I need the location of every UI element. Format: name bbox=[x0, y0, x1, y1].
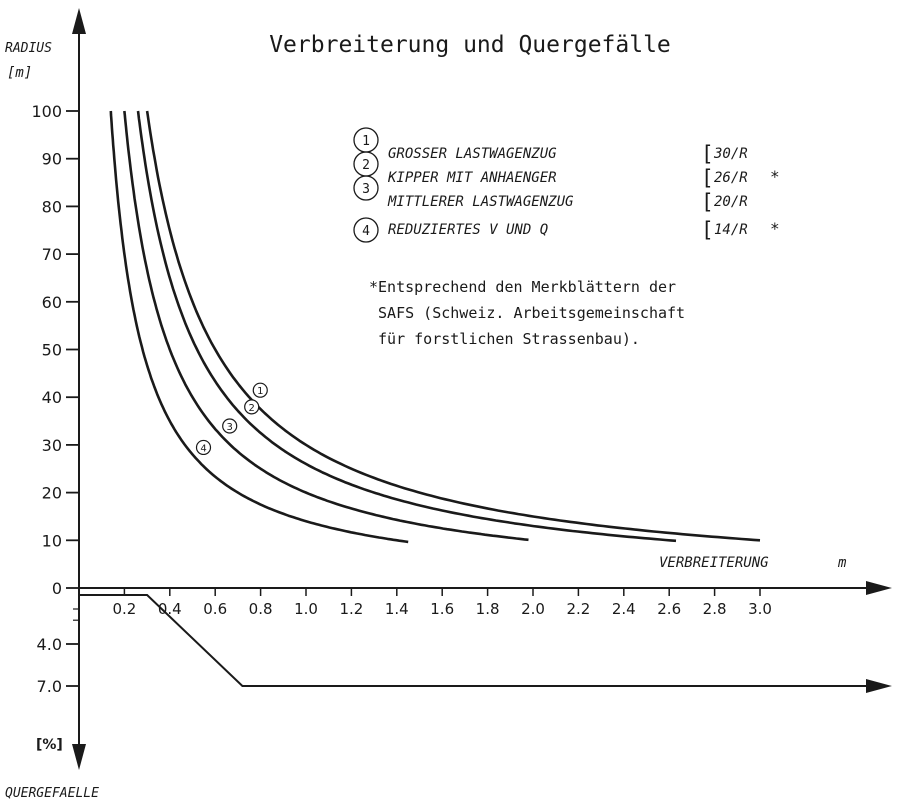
legend-marker-4 bbox=[353, 217, 379, 243]
x-axis-label: VERBREITERUNG bbox=[659, 555, 769, 571]
legend-name-4: REDUZIERTES V UND Q bbox=[388, 222, 548, 238]
curve-marker-label-3: 3 bbox=[227, 422, 233, 433]
legend-entry-3: 3 MITTLERER LASTWAGENZUG [ 20/R bbox=[353, 175, 748, 214]
x-tick-label: 2.0 bbox=[521, 600, 545, 618]
quergefaelle-line bbox=[79, 594, 868, 687]
legend-bracket-1: [ bbox=[701, 142, 714, 166]
legend-entry-1: 1 GROSSER LASTWAGENZUG [ 30/R bbox=[353, 127, 748, 166]
legend-name-2: KIPPER MIT ANHAENGER bbox=[387, 170, 557, 186]
legend-formula-3: 20/R bbox=[714, 194, 748, 210]
x-tick-label: 2.4 bbox=[612, 600, 636, 618]
legend-entry-2: 2 KIPPER MIT ANHAENGER [ 26/R * bbox=[353, 151, 780, 190]
y-tick-label: 50 bbox=[42, 341, 62, 360]
x-tick-label: 0.6 bbox=[203, 600, 227, 618]
legend-marker-2-text: 2 bbox=[362, 158, 370, 173]
legend-formula-4: 14/R bbox=[714, 222, 748, 238]
y-axis-label: RADIUS bbox=[5, 41, 52, 56]
curve-marker-2 bbox=[244, 399, 260, 415]
y-tick-label: 30 bbox=[42, 436, 62, 455]
x-tick-label: 2.6 bbox=[657, 600, 681, 618]
legend-formula-2: 26/R bbox=[714, 170, 748, 186]
x-tick-label: 0.4 bbox=[158, 600, 182, 618]
legend-marker-4-text: 4 bbox=[362, 224, 370, 239]
legend-marker-3-text: 3 bbox=[362, 182, 370, 197]
footnote: *Entsprechend den Merkblättern der SAFS … bbox=[369, 278, 685, 348]
curve-marker-label-4: 4 bbox=[200, 443, 206, 454]
chart-title: Verbreiterung und Quergefälle bbox=[269, 32, 671, 58]
curve-marker-1 bbox=[252, 382, 268, 398]
legend-marker-1-text: 1 bbox=[362, 134, 370, 149]
x-tick-label: 2.8 bbox=[703, 600, 727, 618]
curve-1 bbox=[145, 110, 761, 542]
curve-markers: 12 3 4 bbox=[195, 382, 268, 456]
curve-3 bbox=[123, 110, 529, 542]
x-tick-label: 0.2 bbox=[112, 600, 136, 618]
x-tick-label: 1.0 bbox=[294, 600, 318, 618]
legend: 1 GROSSER LASTWAGENZUG [ 30/R 2 KIPPER M… bbox=[353, 127, 780, 243]
y-tick-label: 10 bbox=[42, 531, 62, 550]
y-tick-label: 100 bbox=[31, 102, 62, 121]
legend-bracket-3: [ bbox=[701, 190, 714, 214]
y-tick-label: 0 bbox=[52, 579, 62, 598]
y-axis-arrow-down bbox=[72, 744, 86, 770]
x-ticks: 0.2 0.4 0.6 0.8 1.0 1.2 1.4 1.6 1.8 2.0 2.2 2.4 2.6 2… bbox=[112, 588, 772, 618]
curves bbox=[109, 110, 761, 544]
x-axis-unit: m bbox=[837, 555, 847, 571]
legend-marker-3 bbox=[353, 175, 379, 201]
legend-bracket-4: [ bbox=[701, 218, 714, 242]
x-tick-label: 3.0 bbox=[748, 600, 772, 618]
legend-bracket-2: [ bbox=[701, 166, 714, 190]
legend-name-3: MITTLERER LASTWAGENZUG bbox=[387, 194, 574, 210]
quergefaelle-arrow bbox=[866, 679, 892, 693]
curve-marker-4 bbox=[195, 439, 212, 456]
x-tick-label: 1.4 bbox=[385, 600, 409, 618]
y-ticks: 0 10 20 30 40 50 60 70 80 90 100 bbox=[31, 102, 79, 598]
x-tick-label: 1.6 bbox=[430, 600, 454, 618]
lower-axis-unit: [%] bbox=[36, 737, 63, 753]
lower-ticks: 4.0 7.0 bbox=[37, 608, 79, 696]
x-tick-label: 1.8 bbox=[476, 600, 500, 618]
y-tick-label: 20 bbox=[42, 484, 62, 503]
lower-tick-label: 4.0 bbox=[37, 635, 62, 654]
legend-entry-4: 4 REDUZIERTES V UND Q [ 14/R * bbox=[353, 217, 780, 243]
quergefaelle bbox=[79, 594, 892, 693]
footnote-line-2: SAFS (Schweiz. Arbeitsgemeinschaft bbox=[369, 304, 685, 322]
x-axis-arrow bbox=[866, 581, 892, 595]
curve-marker-label-1: 1 bbox=[257, 386, 263, 397]
curve-marker-label-2: 2 bbox=[249, 403, 255, 414]
y-axis-arrow-up bbox=[72, 8, 86, 34]
curve-marker-3 bbox=[222, 418, 238, 434]
legend-formula-1: 30/R bbox=[713, 146, 748, 162]
footnote-line-1: *Entsprechend den Merkblättern der bbox=[369, 278, 676, 296]
curve-4 bbox=[109, 110, 409, 544]
y-tick-label: 70 bbox=[42, 245, 62, 264]
footnote-line-3: für forstlichen Strassenbau). bbox=[369, 330, 640, 348]
lower-axis-label: QUERGEFAELLE bbox=[5, 786, 99, 801]
legend-note-4: * bbox=[770, 219, 780, 238]
x-tick-label: 2.2 bbox=[566, 600, 590, 618]
x-tick-label: 0.8 bbox=[249, 600, 273, 618]
y-axis-unit: [m] bbox=[7, 65, 32, 81]
x-tick-label: 1.2 bbox=[339, 600, 363, 618]
curve-2 bbox=[136, 110, 677, 543]
legend-name-1: GROSSER LASTWAGENZUG bbox=[388, 146, 557, 162]
y-tick-label: 80 bbox=[42, 197, 62, 216]
legend-note-2: * bbox=[770, 167, 780, 186]
y-tick-label: 90 bbox=[42, 150, 62, 169]
y-tick-label: 60 bbox=[42, 293, 62, 312]
y-tick-label: 40 bbox=[42, 388, 62, 407]
lower-tick-label: 7.0 bbox=[37, 677, 62, 696]
axes bbox=[72, 8, 892, 770]
